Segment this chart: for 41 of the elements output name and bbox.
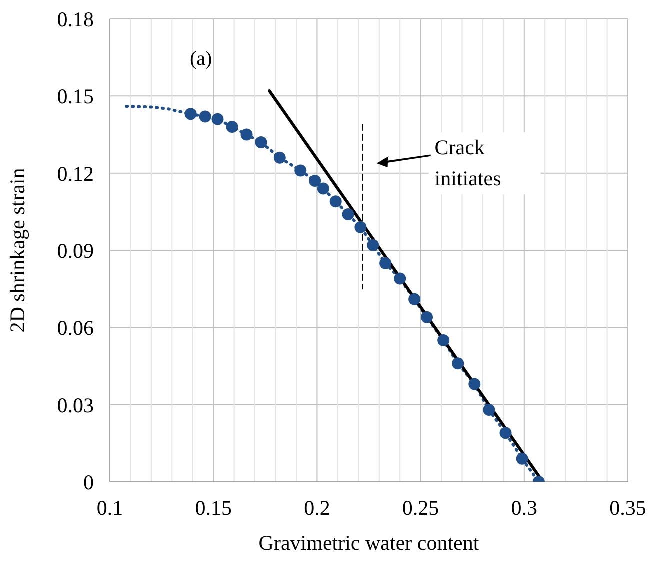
point [274,152,286,164]
x-tick-label: 0.2 [304,496,330,520]
x-tick-label: 0.3 [511,496,538,520]
point [354,221,367,234]
point [394,272,406,285]
point [367,239,380,252]
point [255,136,268,148]
point [342,208,354,220]
y-tick-label: 0.06 [57,316,94,340]
point [184,108,197,120]
point [294,164,307,177]
point [408,293,421,306]
y-tick-label: 0.18 [57,7,94,32]
y-tick-label: 0.15 [57,84,94,109]
point [516,452,528,465]
x-tick-label: 0.35 [610,496,646,520]
y-axis-title: 2D shrinkage strain [5,168,30,333]
y-tick-label: 0.09 [57,238,94,263]
x-axis-title: Gravimetric water content [258,531,480,555]
x-tick-label: 0.1 [96,496,124,520]
y-tick-label: 0.03 [57,393,94,418]
point [483,404,496,416]
point [240,128,253,141]
point [421,311,434,324]
point [452,358,464,370]
point [199,110,212,123]
point [468,378,481,390]
annotation: Crack initiates [434,136,502,191]
point [500,427,512,440]
annotation: (a) [190,48,212,70]
point [212,113,224,126]
point [380,257,392,270]
y-tick-label: 0 [84,470,94,494]
x-tick-label: 0.25 [402,496,440,520]
point [309,175,322,188]
point [226,121,238,134]
point [438,334,450,347]
point [317,182,330,195]
point [330,196,342,208]
x-tick-label: 0.15 [195,496,232,520]
y-tick-label: 0.12 [57,162,94,186]
